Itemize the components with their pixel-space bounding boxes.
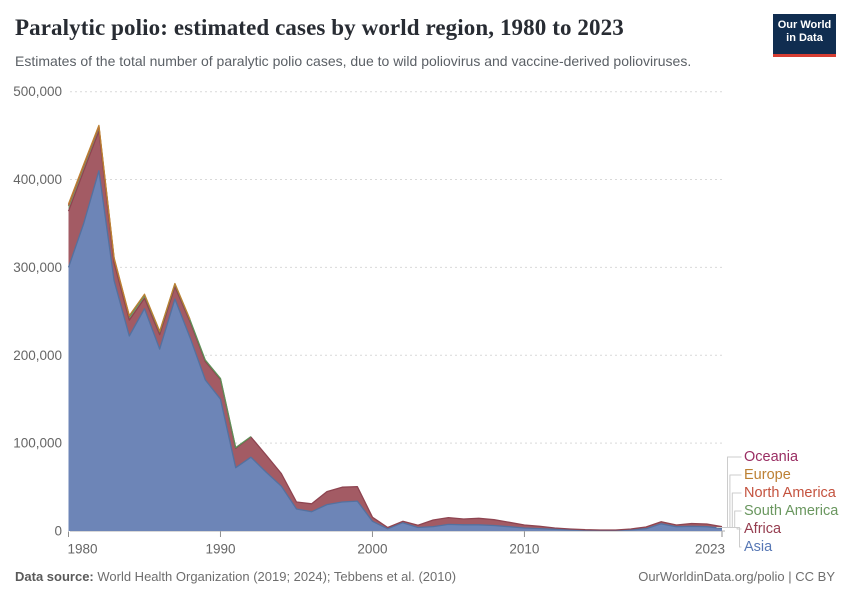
owid-logo-line2: in Data bbox=[786, 32, 823, 44]
x-tick-label-1990: 1990 bbox=[205, 542, 235, 557]
line-africa bbox=[67, 130, 723, 531]
x-tick-label-2000: 2000 bbox=[357, 542, 387, 557]
legend-connector-oceania bbox=[716, 456, 742, 528]
legend-connector-asia bbox=[716, 527, 742, 548]
data-source-label: Data source: bbox=[15, 569, 94, 584]
y-tick-label-300,000: 300,000 bbox=[13, 260, 62, 275]
page-title: Paralytic polio: estimated cases by worl… bbox=[15, 15, 624, 40]
data-source-note: Data source: World Health Organization (… bbox=[15, 569, 456, 584]
y-tick-label-500,000: 500,000 bbox=[13, 84, 62, 99]
legend-item-europe[interactable]: Europe bbox=[744, 467, 791, 483]
x-tick-label-2023: 2023 bbox=[695, 542, 725, 557]
legend-item-asia[interactable]: Asia bbox=[744, 539, 773, 555]
x-tick-label-2010: 2010 bbox=[509, 542, 539, 557]
legend-item-africa[interactable]: Africa bbox=[744, 521, 782, 537]
legend-connector-europe bbox=[716, 474, 742, 528]
y-tick-label-100,000: 100,000 bbox=[13, 436, 62, 451]
legend-connector-north-america bbox=[716, 492, 742, 528]
legend: Oceania Europe North America South America A… bbox=[744, 448, 838, 556]
area-asia[interactable] bbox=[68, 170, 723, 532]
y-tick-label-400,000: 400,000 bbox=[13, 172, 62, 187]
legend-item-north-america[interactable]: North America bbox=[744, 485, 836, 501]
page-subtitle: Estimates of the total number of paralyt… bbox=[15, 53, 692, 69]
x-tick-label-1980: 1980 bbox=[68, 542, 98, 557]
footer: Data source: World Health Organization (… bbox=[15, 569, 835, 584]
y-tick-label-0: 0 bbox=[54, 524, 62, 539]
data-source-text: World Health Organization (2019; 2024); … bbox=[93, 569, 457, 584]
owid-logo-line1: Our World bbox=[777, 19, 832, 31]
legend-item-oceania[interactable]: Oceania bbox=[744, 449, 799, 465]
legend-item-south-america[interactable]: South America bbox=[744, 503, 839, 519]
license-link[interactable]: OurWorldinData.org/polio | CC BY bbox=[638, 569, 835, 584]
line-europe bbox=[67, 124, 191, 332]
owid-logo: Our World in Data bbox=[773, 14, 836, 57]
y-tick-label-200,000: 200,000 bbox=[13, 348, 62, 363]
legend-connector-south-america bbox=[716, 510, 742, 528]
